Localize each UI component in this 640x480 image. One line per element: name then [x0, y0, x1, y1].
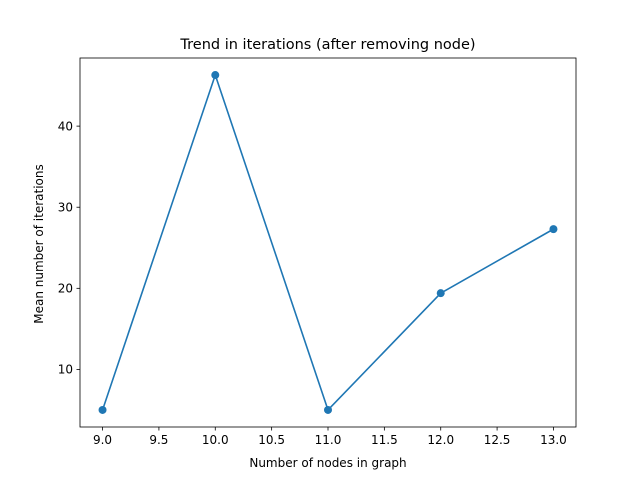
- x-tick-label: 10.0: [202, 433, 229, 447]
- chart-title: Trend in iterations (after removing node…: [179, 37, 475, 53]
- y-tick-label: 30: [58, 201, 73, 215]
- data-point: [436, 289, 445, 298]
- plot-area: 9.0 9.5 10.0 10.5 11.0 11.5 12.0 12.5 13.0 10 20 30…: [58, 57, 577, 447]
- x-tick-label: 12.0: [427, 433, 454, 447]
- x-tick-label: 9.5: [149, 433, 168, 447]
- x-axis-label: Number of nodes in graph: [249, 456, 406, 470]
- x-tick-label: 13.0: [540, 433, 567, 447]
- axes-frame: [79, 57, 577, 428]
- x-tick-label: 10.5: [258, 433, 285, 447]
- data-point: [98, 405, 107, 414]
- x-tick-label: 11.5: [371, 433, 398, 447]
- x-tick-label: 12.5: [484, 433, 511, 447]
- data-point: [324, 405, 332, 414]
- y-axis-label: Mean number of iterations: [32, 164, 46, 324]
- y-tick-label: 10: [58, 363, 73, 377]
- y-tick-label: 20: [58, 282, 73, 296]
- data-point: [549, 225, 558, 234]
- x-tick-label: 9.0: [93, 433, 112, 447]
- y-tick-label: 40: [58, 119, 73, 133]
- x-tick-label: 11.0: [315, 433, 342, 447]
- data-point: [211, 71, 220, 80]
